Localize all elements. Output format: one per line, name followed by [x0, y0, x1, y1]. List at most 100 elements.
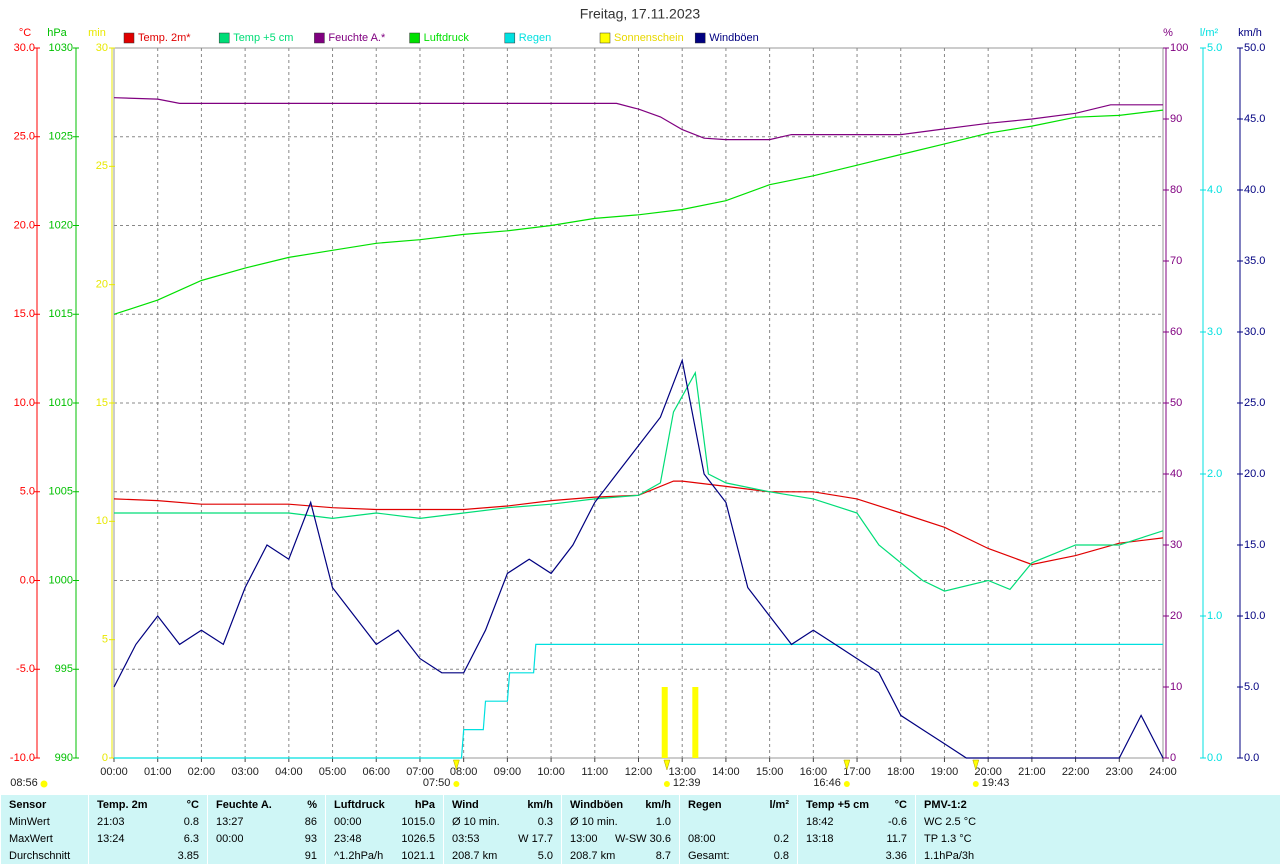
stats-row: 23:48 1026.5 [334, 831, 435, 847]
y-tick-label: 5.0 [1244, 681, 1259, 693]
stats-row: Wind km/h [452, 797, 553, 813]
axis-unit: hPa [47, 27, 67, 39]
legend-label: Regen [519, 32, 551, 44]
x-tick-label: 05:00 [319, 766, 347, 778]
y-tick-label: 25.0 [1244, 397, 1265, 409]
stats-cell: km/h [645, 799, 671, 811]
y-tick-label: 1000 [49, 574, 73, 586]
stats-cell: 03:53 [452, 833, 480, 845]
stats-cell: 1.1hPa/3h [924, 850, 975, 862]
sun-dot [972, 781, 979, 787]
stats-cell: 0.8 [773, 850, 789, 862]
y-tick-label: 0.0 [20, 574, 35, 586]
legend-swatch [599, 32, 611, 44]
stats-cell: °C [894, 799, 907, 811]
y-tick-label: 40 [1170, 468, 1182, 480]
stats-group: Wind km/h Ø 10 min. 0.3 03:53 W 17.7 208.7 km 5… [443, 795, 561, 864]
y-tick-label: 2.0 [1207, 468, 1222, 480]
axis-unit: % [1163, 27, 1173, 39]
sun-dot [453, 781, 460, 787]
stats-group: Temp +5 cm °C 18:42 -0.6 13:18 11.7 3.36 [797, 795, 915, 864]
axis-unit: min [88, 27, 106, 39]
y-tick-label: 60 [1170, 326, 1182, 338]
stats-cell: 6.3 [183, 833, 199, 845]
y-tick-label: 995 [55, 663, 73, 675]
stats-row: 91 [216, 848, 317, 864]
stats-cell: km/h [527, 799, 553, 811]
stats-cell: Regen [688, 799, 722, 811]
y-tick-label: 40.0 [1244, 184, 1265, 196]
y-tick-label: 30.0 [1244, 326, 1265, 338]
stats-row: 208.7 km 8.7 [570, 848, 671, 864]
stats-cell: 1015.0 [401, 816, 435, 828]
stats-row: 08:00 0.2 [688, 831, 789, 847]
series-line [113, 109, 1164, 315]
legend-label: Temp +5 cm [233, 32, 293, 44]
stats-row: 3.85 [97, 848, 199, 864]
stats-row: 21:03 0.8 [97, 814, 199, 830]
y-tick-label: 1025 [49, 131, 73, 143]
x-tick-label: 24:00 [1149, 766, 1177, 778]
sun-dot [663, 781, 670, 787]
x-tick-label: 21:00 [1018, 766, 1046, 778]
stats-cell: Windböen [570, 799, 624, 811]
sun-marker [843, 759, 851, 771]
stats-cell: 13:00 [570, 833, 598, 845]
stats-row: 03:53 W 17.7 [452, 831, 553, 847]
y-tick-label: 15.0 [14, 308, 35, 320]
stats-cell: 00:00 [334, 816, 362, 828]
x-tick-label: 17:00 [843, 766, 871, 778]
stats-row: Regen l/m² [688, 797, 789, 813]
axis-unit: °C [19, 27, 31, 39]
series-line [114, 643, 1163, 759]
axis-unit: km/h [1238, 27, 1262, 39]
y-tick-label: 90 [1170, 113, 1182, 125]
sun-marker [453, 759, 460, 771]
y-tick-label: 80 [1170, 184, 1182, 196]
stats-cell: MaxWert [9, 833, 53, 845]
stats-row: MaxWert [9, 831, 80, 847]
x-tick-label: 04:00 [275, 766, 303, 778]
series-line [113, 358, 1164, 759]
legend-swatch [123, 32, 135, 44]
stats-cell: 5.0 [537, 850, 553, 862]
stats-cell: Durchschnitt [9, 850, 71, 862]
stats-row: 1.1hPa/3h [924, 848, 1027, 864]
y-tick-label: 3.0 [1207, 326, 1222, 338]
y-tick-label: 100 [1170, 42, 1188, 54]
stats-group: Sensor MinWert MaxWert Durchschnitt [0, 795, 88, 864]
y-tick-label: 20.0 [14, 219, 35, 231]
x-tick-label: 14:00 [712, 766, 740, 778]
stats-row: Sensor [9, 797, 80, 813]
stats-group: Luftdruck hPa 00:00 1015.0 23:48 1026.5 ^1.2hP… [325, 795, 443, 864]
stats-row: Windböen km/h [570, 797, 671, 813]
y-tick-label: 1010 [49, 397, 73, 409]
stats-cell: 18:42 [806, 816, 834, 828]
stats-cell: 21:03 [97, 816, 125, 828]
y-tick-label: 1005 [49, 486, 73, 498]
y-tick-label: 10.0 [1244, 610, 1265, 622]
y-tick-label: 5 [102, 634, 108, 646]
stats-cell: W-SW 30.6 [614, 833, 671, 845]
y-tick-label: 25.0 [14, 131, 35, 143]
x-tick-label: 07:00 [406, 766, 434, 778]
y-tick-label: 10.0 [14, 397, 35, 409]
x-tick-label: 09:00 [494, 766, 522, 778]
x-tick-label: 03:00 [231, 766, 259, 778]
stats-cell: 91 [304, 850, 317, 862]
stats-row: 13:18 11.7 [806, 831, 907, 847]
stats-cell: 23:48 [334, 833, 362, 845]
stats-group: PMV-1:2 WC 2.5 °C TP 1.3 °C 1.1hPa/3h [915, 795, 1035, 864]
axis-unit: l/m² [1200, 27, 1219, 39]
stats-cell: Wind [452, 799, 479, 811]
sun-dot [843, 781, 850, 787]
stats-row: Ø 10 min. 1.0 [570, 814, 671, 830]
legend-label: Sonnenschein [614, 32, 684, 44]
x-tick-label: 12:00 [625, 766, 653, 778]
series-line [113, 97, 1163, 141]
sun-marker [663, 759, 671, 771]
stats-cell: 13:24 [97, 833, 125, 845]
y-tick-label: 45.0 [1244, 113, 1265, 125]
stats-row: 208.7 km 5.0 [452, 848, 553, 864]
y-tick-label: 10 [1170, 681, 1182, 693]
